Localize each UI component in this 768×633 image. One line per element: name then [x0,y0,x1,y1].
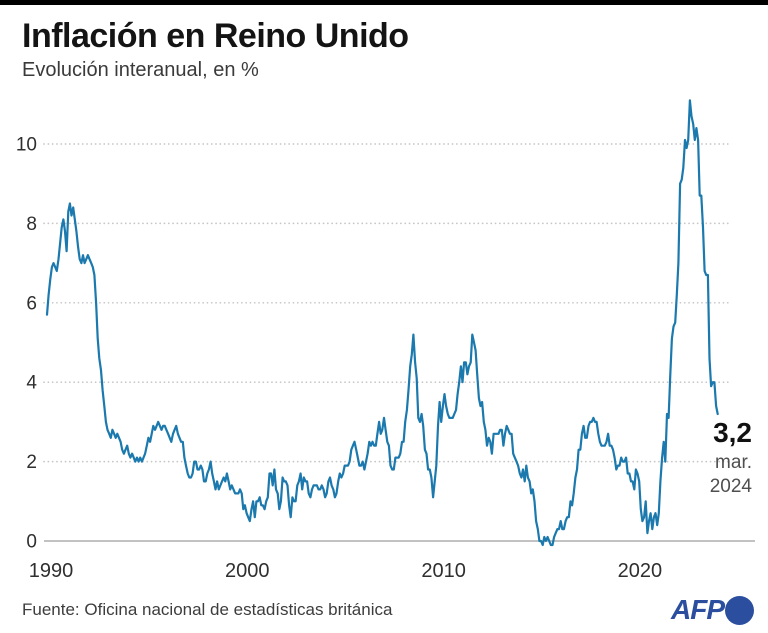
latest-value: 3,2 [713,417,752,448]
x-tick-label-2010: 2010 [421,560,466,582]
inflation-series-line [45,99,719,547]
y-tick-label-4: 4 [26,373,37,394]
source-note: Fuente: Oficina nacional de estadísticas… [22,600,393,619]
y-tick-label-0: 0 [26,532,37,553]
top-accent-bar [0,0,768,5]
page-title: Inflación en Reino Unido [22,17,409,55]
y-tick-label-2: 2 [26,452,37,473]
page-subtitle: Evolución interanual, en % [22,59,259,82]
afp-logo-text: AFP [671,594,725,625]
afp-logo-dot-icon [725,595,754,625]
chart-header: Inflación en Reino Unido Evolución inter… [22,17,409,82]
afp-logo: AFP [671,594,754,626]
x-tick-label-2020: 2020 [618,560,663,582]
latest-month: mar. [715,451,752,473]
footer: Fuente: Oficina nacional de estadísticas… [0,590,768,630]
latest-value-annotation: 3,2 mar. 2024 [662,417,752,498]
x-tick-label-2000: 2000 [225,560,270,582]
x-tick-label-1990: 1990 [29,560,74,582]
latest-year: 2024 [709,475,752,497]
y-tick-label-6: 6 [26,293,37,314]
y-tick-label-8: 8 [26,214,37,235]
y-tick-label-10: 10 [16,135,37,156]
